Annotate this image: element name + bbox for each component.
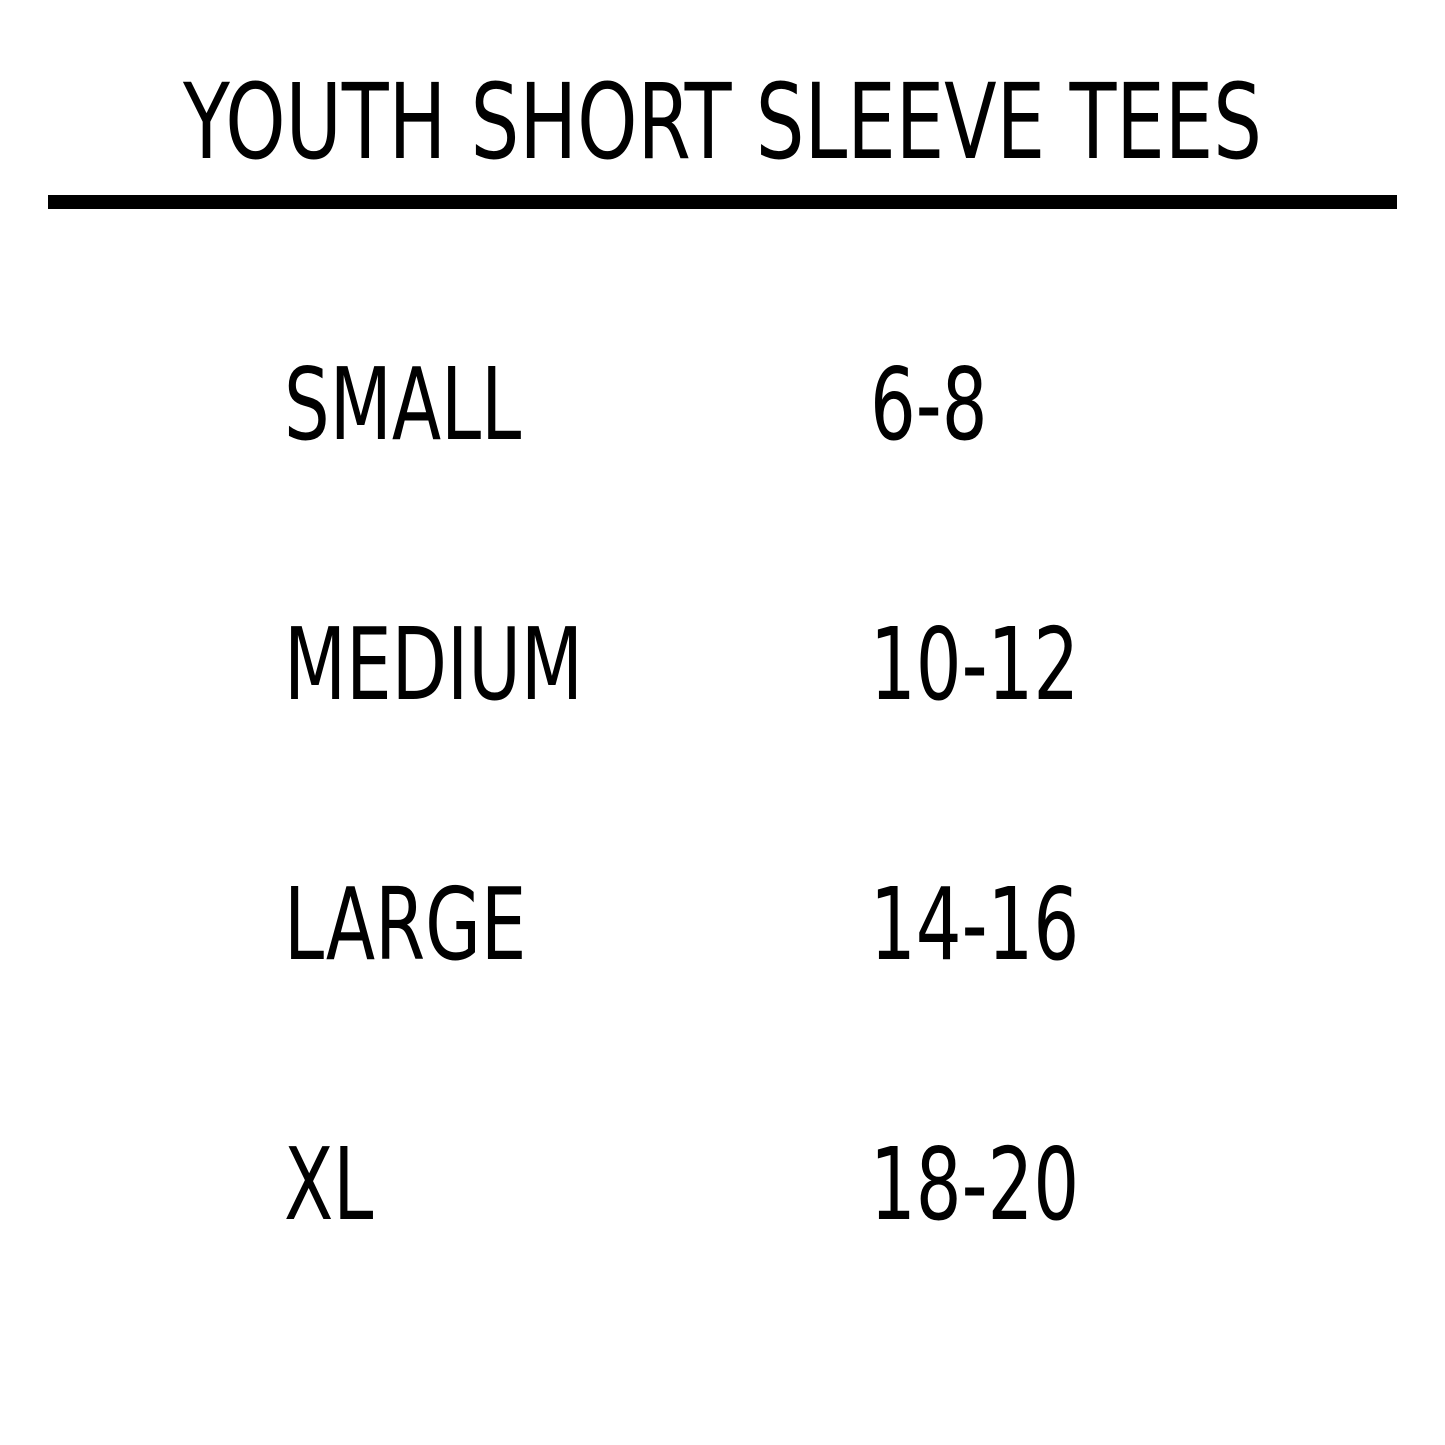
size-label: LARGE xyxy=(284,866,527,983)
size-label: XL xyxy=(284,1126,374,1243)
size-label: MEDIUM xyxy=(284,606,584,723)
title: YOUTH SHORT SLEEVE TEES xyxy=(183,61,1262,183)
age-range: 18-20 xyxy=(870,1126,1080,1243)
age-range: 10-12 xyxy=(870,606,1080,723)
divider xyxy=(48,195,1397,209)
size-label: SMALL xyxy=(284,346,522,463)
age-range: 6-8 xyxy=(870,346,988,463)
age-range: 14-16 xyxy=(870,866,1080,983)
